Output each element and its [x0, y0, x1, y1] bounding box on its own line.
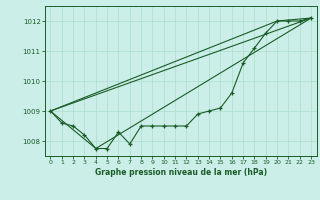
X-axis label: Graphe pression niveau de la mer (hPa): Graphe pression niveau de la mer (hPa)	[95, 168, 267, 177]
